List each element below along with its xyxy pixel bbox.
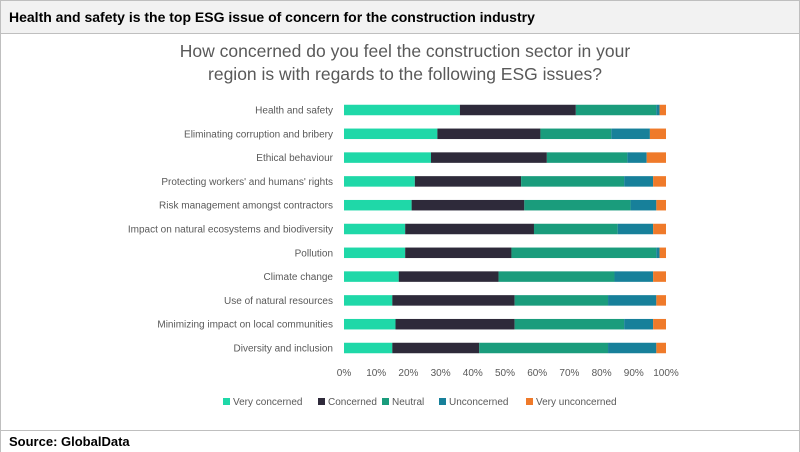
footer-bar: Source: GlobalData: [1, 430, 799, 452]
bar-segment-unconcerned-use-of-natural-resources: [608, 295, 657, 306]
bar-segment-concerned-pollution: [405, 247, 512, 259]
bar-segment-unconcerned-impact-on-natural-ecosystems-and-biodiversity: [617, 223, 654, 235]
bar-segment-concerned-minimizing-impact-on-local-communities: [395, 318, 515, 330]
legend-label-very-unconcerned: Very unconcerned: [536, 397, 617, 408]
category-label-minimizing-impact-on-local-communities: Minimizing impact on local communities: [157, 320, 333, 331]
category-label-protecting-workers-and-humans-rights: Protecting workers' and humans' rights: [161, 177, 333, 188]
legend-swatch-concerned: [318, 398, 325, 405]
legend-label-neutral: Neutral: [392, 397, 424, 408]
bar-segment-very-unconcerned-protecting-workers-and-humans-rights: [653, 176, 666, 187]
bar-segment-concerned-impact-on-natural-ecosystems-and-biodiversity: [405, 223, 534, 235]
category-label-ethical-behaviour: Ethical behaviour: [256, 153, 333, 164]
bar-segment-neutral-climate-change: [498, 271, 615, 282]
source-label: Source: GlobalData: [9, 434, 130, 449]
bar-segment-neutral-minimizing-impact-on-local-communities: [514, 318, 625, 330]
bar-segment-unconcerned-protecting-workers-and-humans-rights: [624, 176, 654, 187]
category-label-eliminating-corruption-and-bribery: Eliminating corruption and bribery: [184, 129, 333, 140]
bar-segment-very-concerned-ethical-behaviour: [344, 152, 431, 163]
bar-segment-very-concerned-eliminating-corruption-and-bribery: [344, 128, 438, 140]
bar-segment-unconcerned-ethical-behaviour: [627, 152, 647, 163]
bar-segment-very-concerned-health-and-safety: [344, 104, 460, 116]
bar-segment-unconcerned-health-and-safety: [656, 104, 660, 116]
bar-segment-very-unconcerned-climate-change: [653, 271, 666, 282]
x-tick-label: 40%: [463, 368, 483, 379]
bar-segment-concerned-climate-change: [398, 271, 499, 282]
page-title: Health and safety is the top ESG issue o…: [9, 9, 535, 25]
bar-segment-unconcerned-climate-change: [614, 271, 654, 282]
category-label-health-and-safety: Health and safety: [255, 106, 333, 117]
legend-label-unconcerned: Unconcerned: [449, 397, 508, 408]
legend: Very concerned Concerned Neutral Unconcerne…: [223, 397, 617, 408]
category-label-risk-management-amongst-contractors: Risk management amongst contractors: [159, 201, 333, 212]
bar-segment-neutral-pollution: [511, 247, 657, 259]
legend-swatch-very-concerned: [223, 398, 230, 405]
bar-segment-very-unconcerned-risk-management-amongst-contractors: [656, 199, 666, 211]
bar-segment-neutral-health-and-safety: [575, 104, 657, 116]
bar-segment-neutral-ethical-behaviour: [546, 152, 628, 163]
x-tick-label: 0%: [337, 368, 352, 379]
legend-swatch-unconcerned: [439, 398, 446, 405]
bar-segment-very-concerned-protecting-workers-and-humans-rights: [344, 176, 415, 187]
legend-label-concerned: Concerned: [328, 397, 377, 408]
legend-swatch-neutral: [382, 398, 389, 405]
bar-segment-neutral-diversity-and-inclusion: [479, 342, 609, 354]
x-tick-label: 30%: [431, 368, 451, 379]
bar-segment-concerned-health-and-safety: [459, 104, 576, 116]
x-tick-label: 10%: [366, 368, 386, 379]
bar-segment-concerned-risk-management-amongst-contractors: [411, 199, 525, 211]
bar-segment-very-concerned-risk-management-amongst-contractors: [344, 199, 412, 211]
bar-segment-concerned-eliminating-corruption-and-bribery: [437, 128, 541, 140]
x-tick-label: 70%: [559, 368, 579, 379]
x-tick-label: 50%: [495, 368, 515, 379]
category-label-pollution: Pollution: [295, 248, 333, 259]
category-label-use-of-natural-resources: Use of natural resources: [224, 296, 333, 307]
bar-segment-very-unconcerned-minimizing-impact-on-local-communities: [653, 318, 666, 330]
bar-segment-unconcerned-risk-management-amongst-contractors: [630, 199, 657, 211]
bar-segment-very-unconcerned-ethical-behaviour: [646, 152, 666, 163]
bar-segment-concerned-protecting-workers-and-humans-rights: [414, 176, 522, 187]
bar-segment-neutral-eliminating-corruption-and-bribery: [540, 128, 612, 140]
bar-segment-very-concerned-climate-change: [344, 271, 399, 282]
bar-segment-neutral-protecting-workers-and-humans-rights: [521, 176, 625, 187]
bar-segment-very-unconcerned-health-and-safety: [659, 104, 666, 116]
bar-segment-concerned-use-of-natural-resources: [392, 295, 515, 306]
x-tick-label: 100%: [653, 368, 679, 379]
legend-swatch-very-unconcerned: [526, 398, 533, 405]
category-label-climate-change: Climate change: [264, 272, 334, 283]
bar-segment-very-unconcerned-eliminating-corruption-and-bribery: [649, 128, 666, 140]
bar-segment-neutral-risk-management-amongst-contractors: [524, 199, 631, 211]
category-labels: Health and safety Eliminating corruption …: [128, 106, 334, 355]
bar-segment-neutral-use-of-natural-resources: [514, 295, 609, 306]
x-tick-label: 20%: [398, 368, 418, 379]
bar-segment-unconcerned-pollution: [656, 247, 660, 259]
bar-segment-very-unconcerned-use-of-natural-resources: [656, 295, 666, 306]
bar-segment-concerned-diversity-and-inclusion: [392, 342, 480, 354]
bars-group: [344, 104, 666, 354]
bar-segment-very-concerned-minimizing-impact-on-local-communities: [344, 318, 396, 330]
bar-segment-very-concerned-diversity-and-inclusion: [344, 342, 393, 354]
bar-segment-very-concerned-pollution: [344, 247, 406, 259]
bar-segment-very-concerned-use-of-natural-resources: [344, 295, 393, 306]
x-tick-label: 80%: [592, 368, 612, 379]
bar-segment-concerned-ethical-behaviour: [430, 152, 547, 163]
category-label-diversity-and-inclusion: Diversity and inclusion: [234, 344, 334, 355]
bar-segment-unconcerned-eliminating-corruption-and-bribery: [611, 128, 650, 140]
legend-label-very-concerned: Very concerned: [233, 397, 303, 408]
x-tick-label: 60%: [527, 368, 547, 379]
category-label-impact-on-natural-ecosystems-and-biodiversity: Impact on natural ecosystems and biodive…: [128, 225, 333, 236]
chart-title-line-2: region is with regards to the following …: [208, 64, 602, 84]
header-bar: Health and safety is the top ESG issue o…: [1, 1, 799, 34]
bar-segment-unconcerned-diversity-and-inclusion: [608, 342, 657, 354]
bar-segment-neutral-impact-on-natural-ecosystems-and-biodiversity: [533, 223, 618, 235]
x-axis-ticks: 0% 10% 20% 30% 40% 50% 60% 70% 80% 90% 100%: [337, 368, 679, 379]
bar-segment-very-unconcerned-impact-on-natural-ecosystems-and-biodiversity: [653, 223, 666, 235]
bar-segment-very-concerned-impact-on-natural-ecosystems-and-biodiversity: [344, 223, 406, 235]
bar-segment-very-unconcerned-diversity-and-inclusion: [656, 342, 666, 354]
bar-segment-unconcerned-minimizing-impact-on-local-communities: [624, 318, 654, 330]
chart-title-line-1: How concerned do you feel the constructi…: [180, 41, 631, 61]
x-tick-label: 90%: [624, 368, 644, 379]
bar-segment-very-unconcerned-pollution: [659, 247, 666, 259]
